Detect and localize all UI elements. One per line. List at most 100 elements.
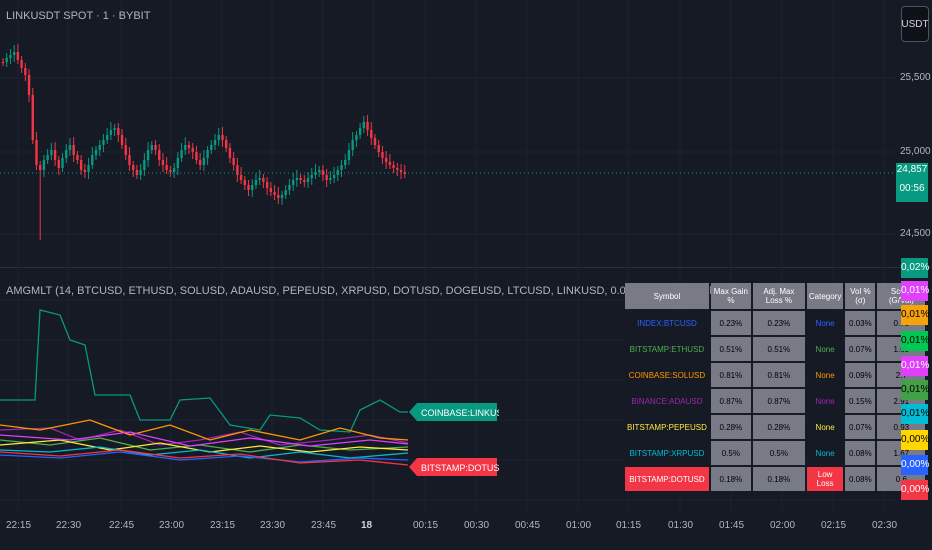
pane-divider[interactable] — [0, 267, 932, 268]
candle-body — [184, 145, 187, 150]
candle-body — [128, 155, 131, 165]
time-axis-label: 00:30 — [464, 520, 490, 531]
candle-body — [310, 175, 313, 178]
candle-body — [325, 175, 328, 180]
candle-body — [284, 190, 287, 195]
category-cell: None — [806, 389, 844, 413]
candle-body — [150, 145, 153, 150]
indicator-line — [0, 431, 409, 447]
indicator-lines — [0, 309, 409, 466]
symbol-cell: INDEX:BTCUSD — [625, 311, 709, 335]
stats-table: Symbol Max Gain % Adj. Max Loss % Catego… — [623, 281, 927, 493]
indicator-line — [0, 449, 409, 466]
candle-body — [381, 152, 384, 158]
candle-body — [109, 130, 113, 135]
max-gain-cell: 0.18% — [710, 467, 751, 491]
vol-cell: 0.15% — [845, 389, 876, 413]
candle-body — [198, 160, 202, 165]
price-axis-label: 24,500 — [900, 228, 931, 239]
max-gain-cell: 0.51% — [710, 337, 751, 361]
time-axis-label: 02:15 — [821, 520, 847, 531]
indicator-title[interactable]: AMGMLT (14, BTCUSD, ETHUSD, SOLUSD, ADAU… — [6, 285, 723, 297]
value-badge: 0,01% — [901, 305, 929, 325]
category-cell: None — [806, 311, 844, 335]
candle-body — [195, 152, 198, 160]
candlestick-series — [1, 44, 406, 240]
candle-body — [232, 158, 235, 165]
candle-body — [16, 52, 20, 60]
candle-body — [39, 165, 42, 170]
candle-body — [132, 165, 135, 170]
candle-body — [113, 128, 116, 130]
candle-body — [87, 165, 90, 172]
candle-body — [347, 150, 351, 160]
candle-body — [247, 185, 250, 190]
candle-body — [68, 145, 72, 150]
candle-body — [94, 150, 98, 155]
header-vol: Vol % (σ) — [845, 283, 876, 309]
candle-body — [202, 158, 206, 165]
candle-body — [243, 180, 246, 185]
value-badge: 0,01% — [901, 356, 929, 376]
time-axis-label: 22:45 — [109, 520, 135, 531]
candle-body — [344, 160, 347, 165]
candle-body — [20, 60, 23, 68]
line-label-bottom-text: BITSTAMP:DOTUSD — [421, 463, 499, 473]
max-gain-cell: 0.23% — [710, 311, 751, 335]
candle-body — [221, 135, 224, 140]
candle-body — [340, 165, 343, 170]
value-badge: 0,01% — [901, 331, 929, 351]
candle-body — [91, 155, 94, 165]
candle-body — [358, 128, 362, 135]
symbol-cell: BITSTAMP:DOTUSD — [625, 467, 709, 491]
candle-body — [161, 160, 165, 165]
value-badge: 0,00% — [901, 430, 929, 450]
chart-title[interactable]: LINKUSDT SPOT · 1 · BYBIT — [6, 10, 151, 22]
candle-body — [124, 145, 127, 155]
candle-body — [146, 150, 150, 160]
candle-body — [262, 178, 265, 182]
value-badge: 0,00% — [901, 455, 929, 475]
adj-max-loss-cell: 0.23% — [752, 311, 805, 335]
symbol-cell: BITSTAMP:PEPEUSD — [625, 415, 709, 439]
candle-body — [239, 175, 243, 180]
line-label-bottom: BITSTAMP:DOTUSD — [409, 458, 499, 476]
vol-cell: 0.08% — [845, 467, 876, 491]
max-gain-cell: 0.87% — [710, 389, 751, 413]
candle-body — [217, 135, 220, 140]
table-row: BITSTAMP:PEPEUSD 0.28% 0.28% None 0.07% 0.93 — [625, 415, 926, 439]
candle-body — [336, 170, 339, 175]
candle-body — [98, 145, 101, 150]
vol-cell: 0.09% — [845, 363, 876, 387]
table-row: BITSTAMP:XRPUSD 0.5% 0.5% None 0.08% 1.67 — [625, 441, 926, 465]
header-symbol: Symbol — [625, 283, 709, 309]
candle-body — [42, 160, 46, 170]
time-axis-label: 23:15 — [210, 520, 236, 531]
value-badge: 0,01% — [901, 404, 929, 424]
line-label-top-text: COINBASE:LINKUSD — [421, 408, 499, 418]
candle-body — [299, 178, 302, 180]
candle-body — [206, 150, 209, 158]
adj-max-loss-cell: 0.5% — [752, 441, 805, 465]
value-badge: 0,01% — [901, 380, 929, 400]
indicator-line — [0, 427, 409, 446]
candle-body — [83, 170, 87, 172]
adj-max-loss-cell: 0.87% — [752, 389, 805, 413]
candle-body — [251, 185, 254, 190]
time-axis-label: 01:45 — [719, 520, 745, 531]
indicator-line — [0, 419, 409, 441]
symbol-cell: COINBASE:SOLUSD — [625, 363, 709, 387]
vol-cell: 0.07% — [845, 415, 876, 439]
vol-cell: 0.03% — [845, 311, 876, 335]
header-category: Category — [806, 283, 844, 309]
candle-body — [210, 145, 213, 150]
value-badge: 0,01% — [901, 281, 929, 301]
candle-body — [180, 150, 183, 158]
currency-button[interactable]: USDT — [901, 6, 929, 42]
time-axis-label: 02:30 — [872, 520, 898, 531]
candle-body — [303, 180, 306, 182]
candle-body — [213, 140, 217, 145]
candle-body — [191, 148, 194, 152]
